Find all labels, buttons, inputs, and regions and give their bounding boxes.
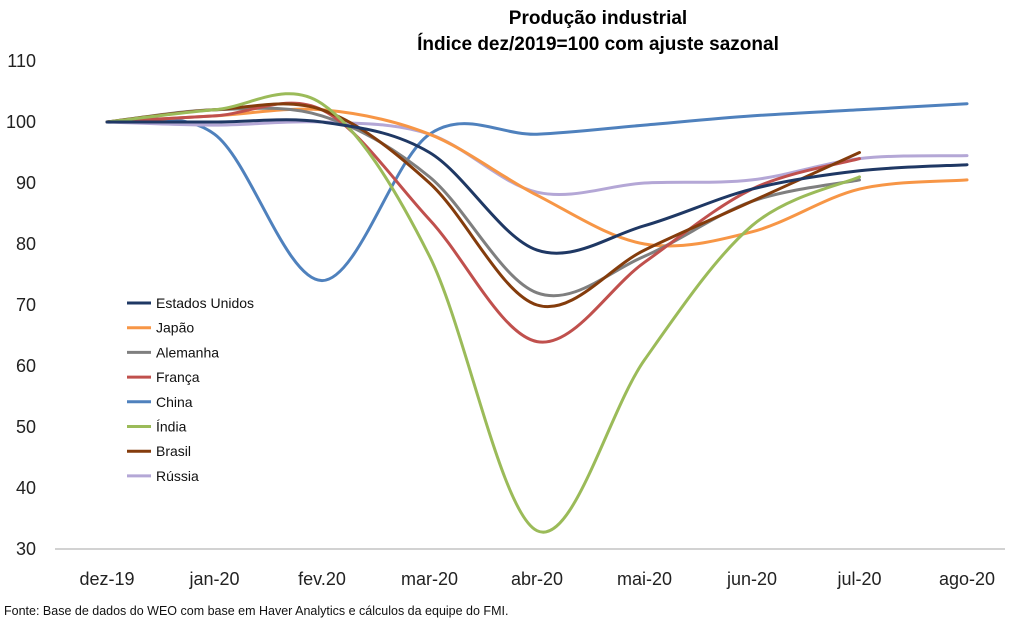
series-line-1 — [105, 118, 969, 255]
x-tick-label: abr-20 — [511, 569, 563, 589]
y-tick-label: 110 — [7, 51, 36, 71]
y-tick-label: 60 — [16, 356, 36, 376]
y-tick-label: 70 — [16, 295, 36, 315]
series-line-6 — [105, 92, 861, 534]
series-line-8 — [105, 120, 969, 197]
y-axis: 30 40 50 60 70 80 90 100 110 — [6, 51, 36, 559]
legend-label: China — [156, 394, 193, 410]
legend-label: Índia — [156, 419, 187, 435]
series-line-3 — [105, 106, 861, 298]
legend-label: Rússia — [156, 468, 199, 484]
legend-label: Estados Unidos — [156, 295, 254, 311]
legend-label: França — [156, 369, 200, 385]
chart-title: Produção industrial — [508, 8, 688, 29]
x-tick-label: jul-20 — [836, 569, 881, 589]
x-axis: dez-19 jan-20 fev.20 mar-20 abr-20 mai-20 jun-… — [79, 569, 995, 589]
y-tick-label: 30 — [16, 539, 36, 559]
y-tick-label: 90 — [16, 173, 36, 193]
chart-subtitle: Índice dez/2019=100 com ajuste sazonal — [417, 34, 779, 55]
legend: Estados Unidos Japão Alemanha França China Ín… — [127, 295, 254, 484]
chart-title-block: Produção industrial Índice dez/2019=100 … — [0, 6, 1012, 58]
x-tick-label: jun-20 — [726, 569, 777, 589]
series-line-5 — [105, 102, 969, 283]
series-line-2 — [105, 107, 969, 248]
source-note: Fonte: Base de dados do WEO com base em … — [4, 604, 509, 618]
x-tick-label: fev.20 — [298, 569, 346, 589]
legend-label: Brasil — [156, 443, 191, 459]
series-line-7 — [105, 102, 861, 309]
x-tick-label: ago-20 — [939, 569, 995, 589]
y-tick-label: 80 — [16, 234, 36, 254]
legend-label: Japão — [156, 320, 194, 336]
y-tick-label: 50 — [16, 417, 36, 437]
series-line-4 — [105, 101, 861, 344]
x-tick-label: mar-20 — [401, 569, 458, 589]
y-tick-label: 40 — [16, 478, 36, 498]
y-tick-label: 100 — [6, 112, 36, 132]
x-tick-label: mai-20 — [617, 569, 672, 589]
legend-label: Alemanha — [156, 344, 219, 360]
series-lines — [105, 92, 969, 534]
x-tick-label: jan-20 — [188, 569, 239, 589]
x-tick-label: dez-19 — [79, 569, 134, 589]
